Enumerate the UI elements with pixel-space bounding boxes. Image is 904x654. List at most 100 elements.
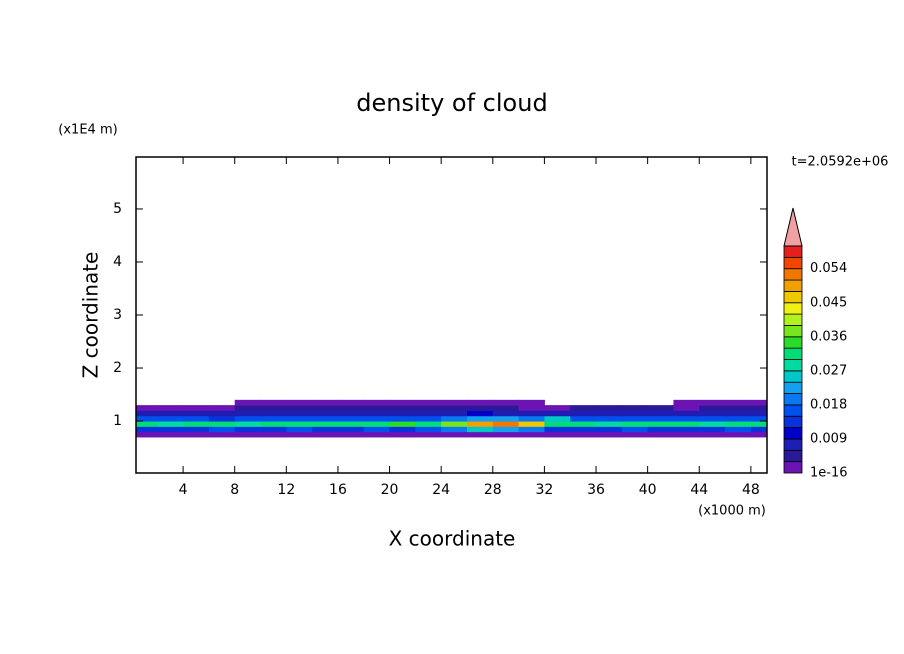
colorbar-bin (783, 336, 803, 349)
contour-cell (337, 426, 365, 433)
contour-cell (647, 415, 674, 422)
contour-cell (441, 399, 468, 406)
contour-cell (699, 399, 726, 406)
contour-cell (492, 421, 520, 427)
contour-cell (234, 431, 262, 438)
x-tick-label: 44 (690, 482, 708, 498)
contour-cell (518, 415, 545, 422)
colorbar-extend (783, 207, 803, 247)
contour-cell (596, 431, 623, 438)
contour-cell (183, 426, 210, 433)
contour-cell (157, 421, 184, 427)
contour-cell (750, 431, 767, 438)
contour-cell (725, 426, 752, 433)
contour-cell (673, 415, 700, 422)
colorbar-bin (783, 268, 803, 281)
contour-cell (544, 431, 571, 438)
contour-cell (492, 399, 520, 406)
contour-cell (492, 431, 520, 438)
contour-cell (699, 431, 726, 438)
contour-cell (596, 426, 623, 433)
contour-cell (286, 431, 313, 438)
x-tick-label: 24 (432, 482, 450, 498)
contour-cell (234, 421, 262, 427)
colorbar-bin (783, 415, 803, 429)
contour-cell (492, 410, 520, 417)
contour-cell (260, 421, 287, 427)
contour-cell (596, 421, 623, 427)
contour-cell (183, 421, 210, 427)
contour-cell (750, 415, 767, 422)
contour-cell (286, 399, 313, 406)
contour-cell (466, 421, 494, 427)
y-unit: (x1E4 m) (58, 123, 117, 138)
contour-cell (363, 410, 391, 417)
contour-field (136, 399, 767, 438)
contour-cell (389, 410, 416, 417)
contour-cell (699, 405, 726, 411)
colorbar-label: 0.036 (810, 329, 847, 344)
contour-cell (136, 431, 158, 438)
colorbar-bin (783, 290, 803, 304)
contour-cell (699, 410, 726, 417)
contour-cell (596, 410, 623, 417)
contour-cell (621, 426, 649, 433)
contour-cell (441, 410, 468, 417)
contour-cell (518, 426, 545, 433)
contour-cell (441, 415, 468, 422)
contour-cell (286, 410, 313, 417)
contour-cell (570, 426, 597, 433)
x-tick-label: 36 (587, 482, 605, 498)
x-tick-label: 4 (179, 482, 188, 498)
y-tick-label: 5 (113, 201, 122, 217)
colorbar-bin (783, 449, 803, 463)
contour-cell (234, 405, 262, 411)
contour-cell (136, 410, 158, 417)
x-tick-label: 8 (230, 482, 239, 498)
contour-cell (570, 405, 597, 411)
time-label: t=2.0592e+06 (792, 155, 889, 170)
contour-cell (208, 415, 236, 422)
y-tick-label: 4 (113, 254, 122, 270)
contour-cell (750, 405, 767, 411)
contour-cell (441, 426, 468, 433)
contour-cell (389, 415, 416, 422)
contour-cell (647, 410, 674, 417)
contour-cell (518, 399, 545, 406)
colorbar-bin (783, 256, 803, 270)
x-tick-label: 12 (277, 482, 295, 498)
contour-cell (286, 426, 313, 433)
contour-cell (750, 410, 767, 417)
contour-cell (208, 426, 236, 433)
contour-cell (415, 405, 442, 411)
contour-cell (415, 426, 442, 433)
contour-cell (260, 415, 287, 422)
contour-cell (673, 410, 700, 417)
contour-cell (208, 410, 236, 417)
contour-cell (183, 431, 210, 438)
contour-cell (312, 399, 339, 406)
contour-cell (337, 431, 365, 438)
contour-cell (312, 431, 339, 438)
contour-cell (260, 410, 287, 417)
contour-cell (208, 405, 236, 411)
contour-cell (260, 405, 287, 411)
contour-cell (136, 426, 158, 433)
contour-cell (621, 415, 649, 422)
contour-cell (337, 410, 365, 417)
colorbar-label: 0.018 (810, 397, 847, 412)
contour-cell (750, 399, 767, 406)
colorbar-bin (783, 325, 803, 338)
contour-cell (621, 431, 649, 438)
contour-cell (492, 405, 520, 411)
contour-cell (725, 405, 752, 411)
contour-cell (363, 431, 391, 438)
contour-cell (157, 415, 184, 422)
contour-cell (673, 431, 700, 438)
contour-cell (183, 405, 210, 411)
contour-cell (466, 405, 494, 411)
contour-cell (544, 405, 571, 411)
contour-cell (234, 399, 262, 406)
x-tick-label: 40 (639, 482, 657, 498)
